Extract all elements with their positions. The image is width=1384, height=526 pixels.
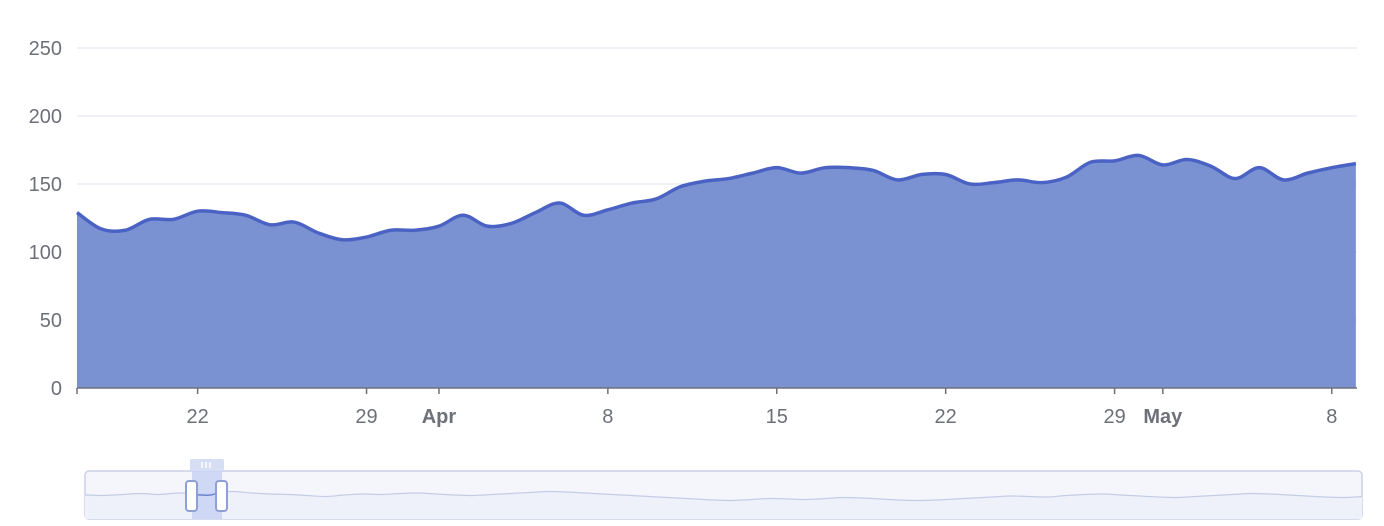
series-area-fill — [77, 155, 1356, 388]
x-tick-label: 29 — [1103, 406, 1125, 428]
x-tick-label: 8 — [1326, 406, 1337, 428]
y-tick-label: 150 — [29, 174, 62, 196]
x-tick-label: 8 — [602, 406, 613, 428]
navigator-handle-left[interactable] — [185, 480, 198, 512]
x-tick-label: May — [1143, 406, 1183, 428]
y-tick-label: 100 — [29, 242, 62, 264]
navigator-area — [85, 491, 1362, 519]
x-tick-label: Apr — [422, 406, 457, 428]
y-tick-label: 200 — [29, 106, 62, 128]
navigator-line — [84, 490, 1363, 502]
x-tick-label: 22 — [935, 406, 957, 428]
y-tick-label: 250 — [29, 38, 62, 60]
navigator-handle-right[interactable] — [215, 480, 228, 512]
y-tick-label: 50 — [40, 310, 62, 332]
y-tick-label: 0 — [51, 378, 62, 400]
y-axis-ticks: 0 50 100 150 200 250 — [29, 38, 62, 400]
range-navigator[interactable] — [84, 459, 1363, 520]
x-axis-ticks: 22 29 Apr 8 15 22 29 May 8 — [187, 388, 1337, 428]
x-tick-label: 22 — [187, 406, 209, 428]
x-tick-label: 29 — [355, 406, 377, 428]
x-tick-label: 15 — [766, 406, 788, 428]
axes — [76, 387, 1357, 394]
series-area — [75, 153, 1357, 388]
series-line — [75, 153, 1357, 242]
navigator-drag-bar[interactable] — [190, 459, 224, 471]
